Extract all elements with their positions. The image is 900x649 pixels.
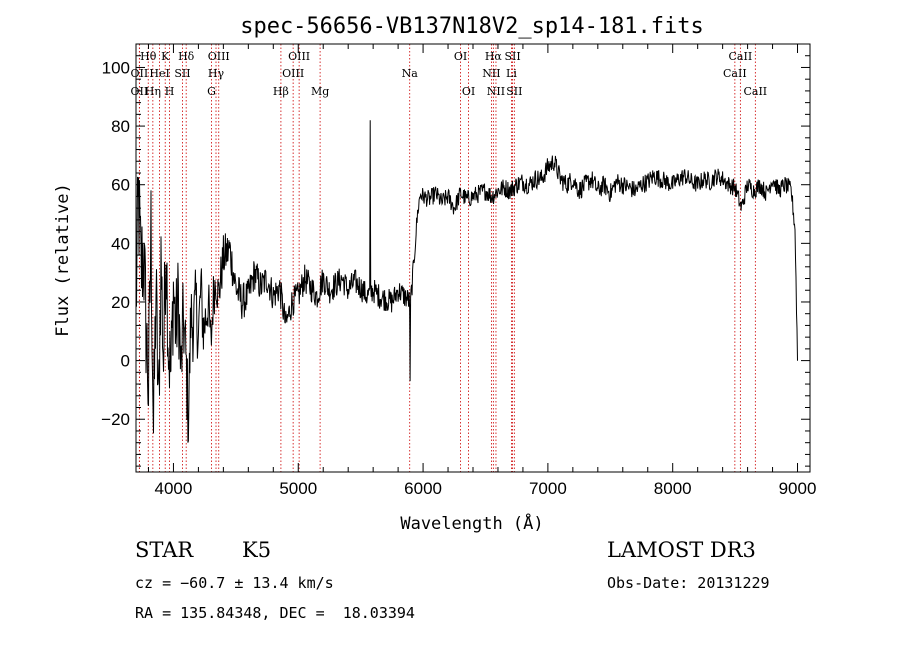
x-tick-label: 4000 (155, 479, 193, 498)
spectral-line-label: OIII (288, 50, 310, 63)
spectral-line-label: OIII (208, 50, 230, 63)
x-tick-label: 7000 (529, 479, 567, 498)
object-subclass: K5 (242, 538, 272, 562)
x-axis-ticks: 4000 5000 6000 7000 8000 9000 (147, 44, 817, 498)
x-tick-label: 5000 (279, 479, 317, 498)
spectral-line-label: Hβ (273, 85, 289, 98)
spectral-line-label: OII (131, 67, 149, 80)
spectral-line-label: SII (506, 85, 522, 98)
object-class: STAR (135, 538, 194, 562)
spectral-line-label: OI (454, 50, 467, 63)
spectral-line-label: Hη (145, 85, 161, 98)
spectral-line-label: Na (402, 67, 419, 80)
spectral-line-label: H (165, 85, 175, 98)
spectral-line-label: Li (506, 67, 517, 80)
spectral-line-label: HeI (149, 67, 169, 80)
spectral-line-label: NII (487, 85, 505, 98)
spectral-line-label: Hγ (208, 67, 225, 80)
spectral-line-label: CaII (743, 85, 767, 98)
spectral-line-label: K (161, 50, 170, 63)
y-tick-label: 100 (102, 58, 130, 77)
spectral-line-label: SII (504, 50, 520, 63)
spectral-line-label: Hα (485, 50, 503, 63)
spectral-line-label: OIII (282, 67, 304, 80)
spectral-line-label: NII (482, 67, 500, 80)
spectral-line-label: OII (131, 85, 149, 98)
y-tick-label: 40 (111, 234, 130, 253)
observation-date: Obs-Date: 20131229 (607, 574, 770, 592)
y-axis-ticks: −20 0 20 40 60 80 100 (101, 55, 810, 467)
y-tick-label: 80 (111, 117, 130, 136)
y-tick-label: 0 (121, 352, 130, 371)
spectral-line-label: OI (462, 85, 475, 98)
spectral-line-label: CaII (723, 67, 747, 80)
spectral-line-label: CaII (729, 50, 753, 63)
x-tick-label: 8000 (654, 479, 692, 498)
y-axis-label: Flux (relative) (53, 183, 73, 337)
y-tick-label: 20 (111, 293, 130, 312)
y-tick-label: −20 (101, 410, 130, 429)
spectral-line-label: G (207, 85, 216, 98)
chart-title: spec-56656-VB137N18V2_sp14-181.fits (240, 14, 704, 39)
redshift-velocity: cz = −60.7 ± 13.4 km/s (135, 574, 334, 592)
spectral-line-label: Hθ (140, 50, 157, 63)
spectral-line-markers (138, 44, 756, 472)
x-tick-label: 9000 (779, 479, 817, 498)
spectrum-line (135, 120, 798, 443)
x-tick-label: 6000 (404, 479, 442, 498)
spectral-line-label: Hδ (178, 50, 195, 63)
spectral-line-label: SII (174, 67, 190, 80)
x-axis-label: Wavelength (Å) (400, 512, 543, 534)
spectral-line-label: Mg (311, 85, 329, 98)
plot-frame (135, 43, 811, 473)
y-tick-label: 60 (111, 176, 130, 195)
sky-coordinates: RA = 135.84348, DEC = 18.03394 (135, 604, 415, 622)
survey-name: LAMOST DR3 (607, 538, 756, 562)
